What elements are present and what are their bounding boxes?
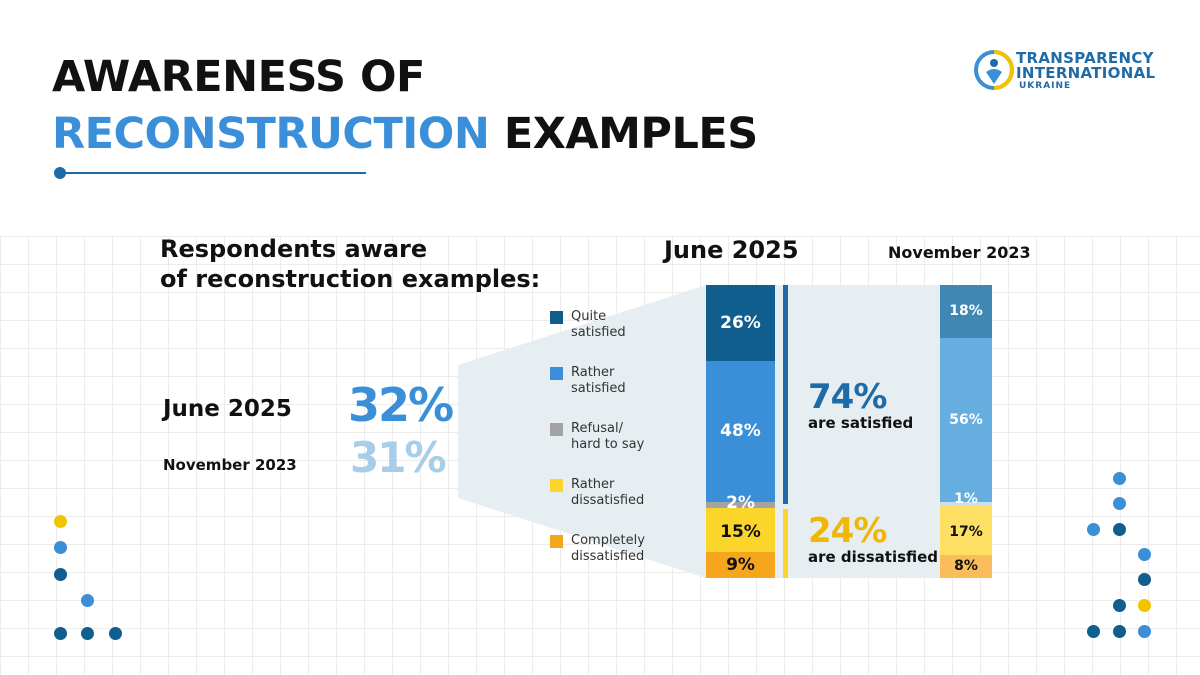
bar-segment-june-quite-satisfied xyxy=(706,285,775,361)
chart-subtitle-line2: of reconstruction examples: xyxy=(160,265,541,293)
page-title-line1: AWARENESS OF xyxy=(52,52,425,102)
bar-segment-june-rather-dissatisfied xyxy=(706,508,775,552)
decor-dot xyxy=(1113,523,1126,536)
legend-label-rather-satisfied-2: satisfied xyxy=(571,381,626,396)
legend-label-completely-dissatisfied-2: dissatisfied xyxy=(571,549,645,564)
logo-text-1: TRANSPARENCY xyxy=(1016,49,1154,67)
legend-label-rather-dissatisfied-1: Rather xyxy=(571,477,615,492)
decor-dot xyxy=(54,568,67,581)
bar-segment-nov-refusal xyxy=(940,502,992,505)
decor-dot xyxy=(81,627,94,640)
title-underline-dot xyxy=(54,167,66,179)
title-underline xyxy=(60,172,366,174)
page-title-accent: RECONSTRUCTION xyxy=(52,109,490,159)
data-label-nov-refusal: 1% xyxy=(954,491,978,508)
dissatisfied-text: are dissatisfied xyxy=(808,548,939,566)
data-label-nov-rather-dissatisfied: 17% xyxy=(949,523,983,540)
decor-dot xyxy=(1138,573,1151,586)
legend-label-rather-dissatisfied-2: dissatisfied xyxy=(571,493,645,508)
logo-mark-icon xyxy=(974,50,1014,90)
legend-swatch-completely-dissatisfied xyxy=(550,535,563,548)
bar-segment-nov-quite-satisfied xyxy=(940,285,992,338)
logo-text-2: INTERNATIONAL xyxy=(1016,64,1156,82)
decor-dot xyxy=(1087,523,1100,536)
decor-dot xyxy=(1113,472,1126,485)
dissatisfied-bracket xyxy=(783,509,788,578)
legend-label-rather-satisfied-1: Rather xyxy=(571,365,615,380)
bar-segment-nov-rather-dissatisfied xyxy=(940,505,992,555)
bar-segment-june-completely-dissatisfied xyxy=(706,552,775,578)
data-label-june-rather-dissatisfied: 15% xyxy=(720,521,761,542)
decor-dot xyxy=(81,594,94,607)
column-header-june: June 2025 xyxy=(664,236,799,264)
data-label-june-refusal: 2% xyxy=(726,492,755,513)
data-label-nov-rather-satisfied: 56% xyxy=(949,411,983,428)
satisfied-total: 74% xyxy=(808,377,887,417)
data-label-nov-quite-satisfied: 18% xyxy=(949,303,983,320)
bar-segment-june-rather-satisfied xyxy=(706,361,775,502)
bar-june-2025: 26% 48% 2% 15% 9% xyxy=(706,285,775,578)
legend-swatch-rather-satisfied xyxy=(550,367,563,380)
logo-text-3: UKRAINE xyxy=(1019,81,1072,91)
column-header-nov: November 2023 xyxy=(888,243,1031,262)
data-label-june-completely-dissatisfied: 9% xyxy=(726,554,755,575)
legend-swatch-refusal xyxy=(550,423,563,436)
legend-swatch-quite-satisfied xyxy=(550,311,563,324)
decor-dot xyxy=(109,627,122,640)
awareness-june-label: June 2025 xyxy=(163,396,292,422)
decor-dot xyxy=(54,627,67,640)
data-label-nov-completely-dissatisfied: 8% xyxy=(954,558,978,575)
page-title-rest: EXAMPLES xyxy=(503,109,758,159)
decor-dot xyxy=(1138,625,1151,638)
satisfied-bracket xyxy=(783,285,788,504)
page-title-line2: RECONSTRUCTION EXAMPLES xyxy=(52,113,758,156)
legend-label-quite-satisfied-1: Quite xyxy=(571,309,607,324)
decor-dot xyxy=(1138,599,1151,612)
satisfied-text: are satisfied xyxy=(808,414,914,432)
bar-segment-nov-rather-satisfied xyxy=(940,338,992,502)
legend-label-refusal-1: Refusal/ xyxy=(571,421,623,436)
data-label-june-quite-satisfied: 26% xyxy=(720,312,761,333)
data-label-june-rather-satisfied: 48% xyxy=(720,421,761,442)
decor-dot xyxy=(1113,625,1126,638)
dissatisfied-total: 24% xyxy=(808,511,887,551)
decor-dot xyxy=(54,515,67,528)
bar-november-2023: 18% 56% 1% 17% 8% xyxy=(940,285,992,578)
decor-dot xyxy=(1138,548,1151,561)
decor-dot xyxy=(54,541,67,554)
bar-segment-june-refusal xyxy=(706,502,775,508)
chart-subtitle-line1: Respondents aware xyxy=(160,235,428,263)
decor-dot xyxy=(1087,625,1100,638)
decor-dot xyxy=(1113,599,1126,612)
chart-subtitle: Respondents aware of reconstruction exam… xyxy=(160,234,540,294)
legend-label-refusal-2: hard to say xyxy=(571,437,645,452)
decor-dot xyxy=(1113,497,1126,510)
legend-label-completely-dissatisfied-1: Completely xyxy=(571,533,645,548)
awareness-nov-value: 31% xyxy=(350,433,447,482)
awareness-nov-label: November 2023 xyxy=(163,456,297,474)
legend-swatch-rather-dissatisfied xyxy=(550,479,563,492)
awareness-june-value: 32% xyxy=(348,378,454,432)
bar-segment-nov-completely-dissatisfied xyxy=(940,555,992,578)
legend-label-quite-satisfied-2: satisfied xyxy=(571,325,626,340)
